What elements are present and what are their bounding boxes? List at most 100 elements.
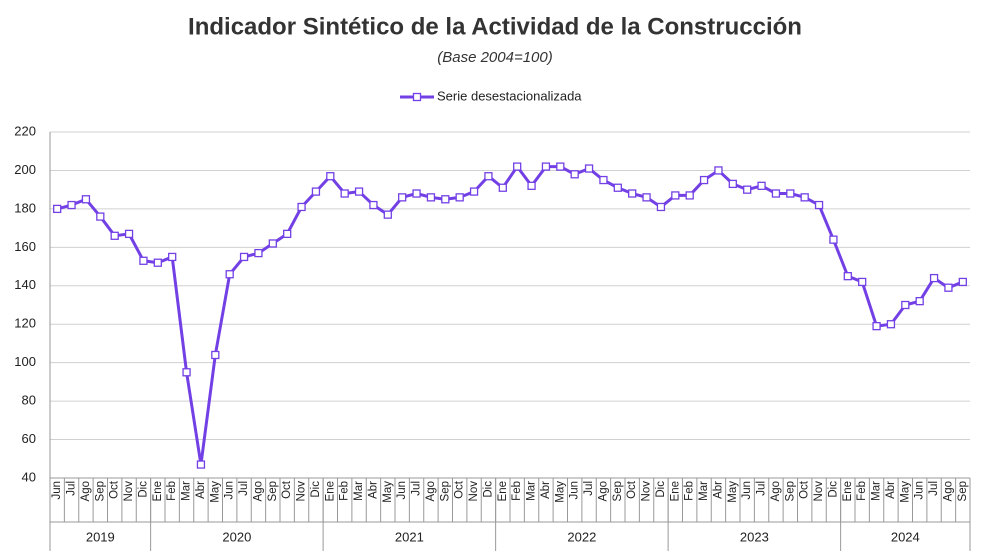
x-tick-label: Ene [152,481,164,501]
point-marker [800,193,809,202]
x-tick-label: Dic [655,481,667,498]
point-marker [53,204,62,214]
group-label: 2020 [222,529,251,544]
x-tick-label: Sep [612,481,624,501]
x-tick-label: Jun [224,481,236,500]
x-tick-label: Oct [626,480,638,499]
point-marker [915,297,924,306]
x-tick-label: Abr [195,481,207,499]
point-marker [771,189,781,198]
group-label: 2024 [891,529,920,544]
x-tick-label: Jul [238,481,250,496]
x-tick-label: Dic [310,481,322,498]
x-tick-label: Nov [296,481,308,502]
point-marker [369,200,378,210]
x-tick-label: Mar [353,481,365,501]
x-tick-label: Ago [770,481,782,501]
x-tick-label: Jun [741,481,753,500]
point-marker [570,170,579,179]
point-marker [714,166,723,175]
x-tick-label: Feb [684,481,696,501]
y-tick-label: 180 [14,200,36,215]
point-marker [599,175,608,185]
group-label: 2022 [567,529,596,544]
point-marker [268,239,277,248]
x-tick-label: Jul [66,481,78,496]
x-tick-label: Ene [324,481,336,501]
x-tick-label: Abr [885,481,897,499]
y-tick-label: 80 [22,393,36,408]
x-tick-label: Ago [597,481,609,501]
point-marker [81,195,91,204]
point-marker [326,172,335,181]
chart-subtitle: (Base 2004=100) [437,49,553,66]
x-tick-label: Dic [482,481,494,498]
x-tick-label: Oct [281,480,293,499]
y-tick-label: 100 [14,354,36,369]
point-marker [239,252,249,262]
x-tick-label: Ago [80,481,92,501]
chart-title: Indicador Sintético de la Actividad de l… [188,13,802,40]
point-marker [426,193,436,202]
y-tick-label: 160 [14,239,36,254]
x-tick-label: Ene [842,481,854,501]
x-tick-label: Jun [51,481,63,500]
point-marker [944,283,953,292]
x-tick-label: May [209,481,221,503]
point-marker [541,162,551,171]
x-tick-label: May [554,481,566,503]
x-tick-label: Jul [928,481,940,496]
point-marker [311,187,321,196]
point-marker [699,175,709,185]
point-marker [67,200,76,210]
x-tick-label: Sep [439,481,451,501]
point-marker [340,189,349,198]
point-marker [484,172,493,181]
x-tick-label: Ene [669,481,681,501]
x-tick-label: Sep [94,481,106,501]
x-tick-label: Ago [425,481,437,501]
group-label: 2019 [86,529,115,544]
y-tick-label: 120 [14,316,36,331]
x-tick-label: Feb [511,481,523,501]
point-marker [671,191,680,200]
point-marker [383,210,392,219]
x-tick-label: Jun [569,481,581,500]
point-marker [455,193,464,202]
legend-label: Serie desestacionalizada [437,88,582,103]
point-marker [196,460,206,469]
point-marker [139,256,148,265]
x-tick-label: May [727,481,739,503]
x-tick-label: Jul [411,481,423,496]
point-marker [929,273,939,283]
point-marker [843,272,852,281]
x-tick-label: Sep [267,481,279,501]
point-marker [225,270,234,279]
point-marker [153,258,162,267]
series-line [56,165,964,467]
point-marker [469,187,479,196]
point-marker [556,162,565,171]
point-marker [441,195,450,204]
point-marker [168,252,177,262]
point-marker [642,193,651,202]
point-marker [297,202,306,212]
x-tick-label: Ene [497,481,509,501]
x-tick-label: Nov [468,481,480,502]
x-tick-label: Dic [137,481,149,498]
point-marker [757,181,766,190]
x-tick-label: Mar [181,481,193,501]
legend-marker [412,92,422,102]
x-tick-label: Oct [109,480,121,499]
point-marker [858,277,867,287]
y-tick-label: 140 [14,277,36,292]
x-tick-label: Ago [942,481,954,501]
point-marker [728,179,737,189]
x-tick-label: Oct [799,480,811,499]
x-tick-label: Ago [252,481,264,501]
point-marker [498,183,507,192]
x-tick-label: Oct [454,480,466,499]
point-marker [211,350,220,360]
x-tick-label: Jul [583,481,595,496]
